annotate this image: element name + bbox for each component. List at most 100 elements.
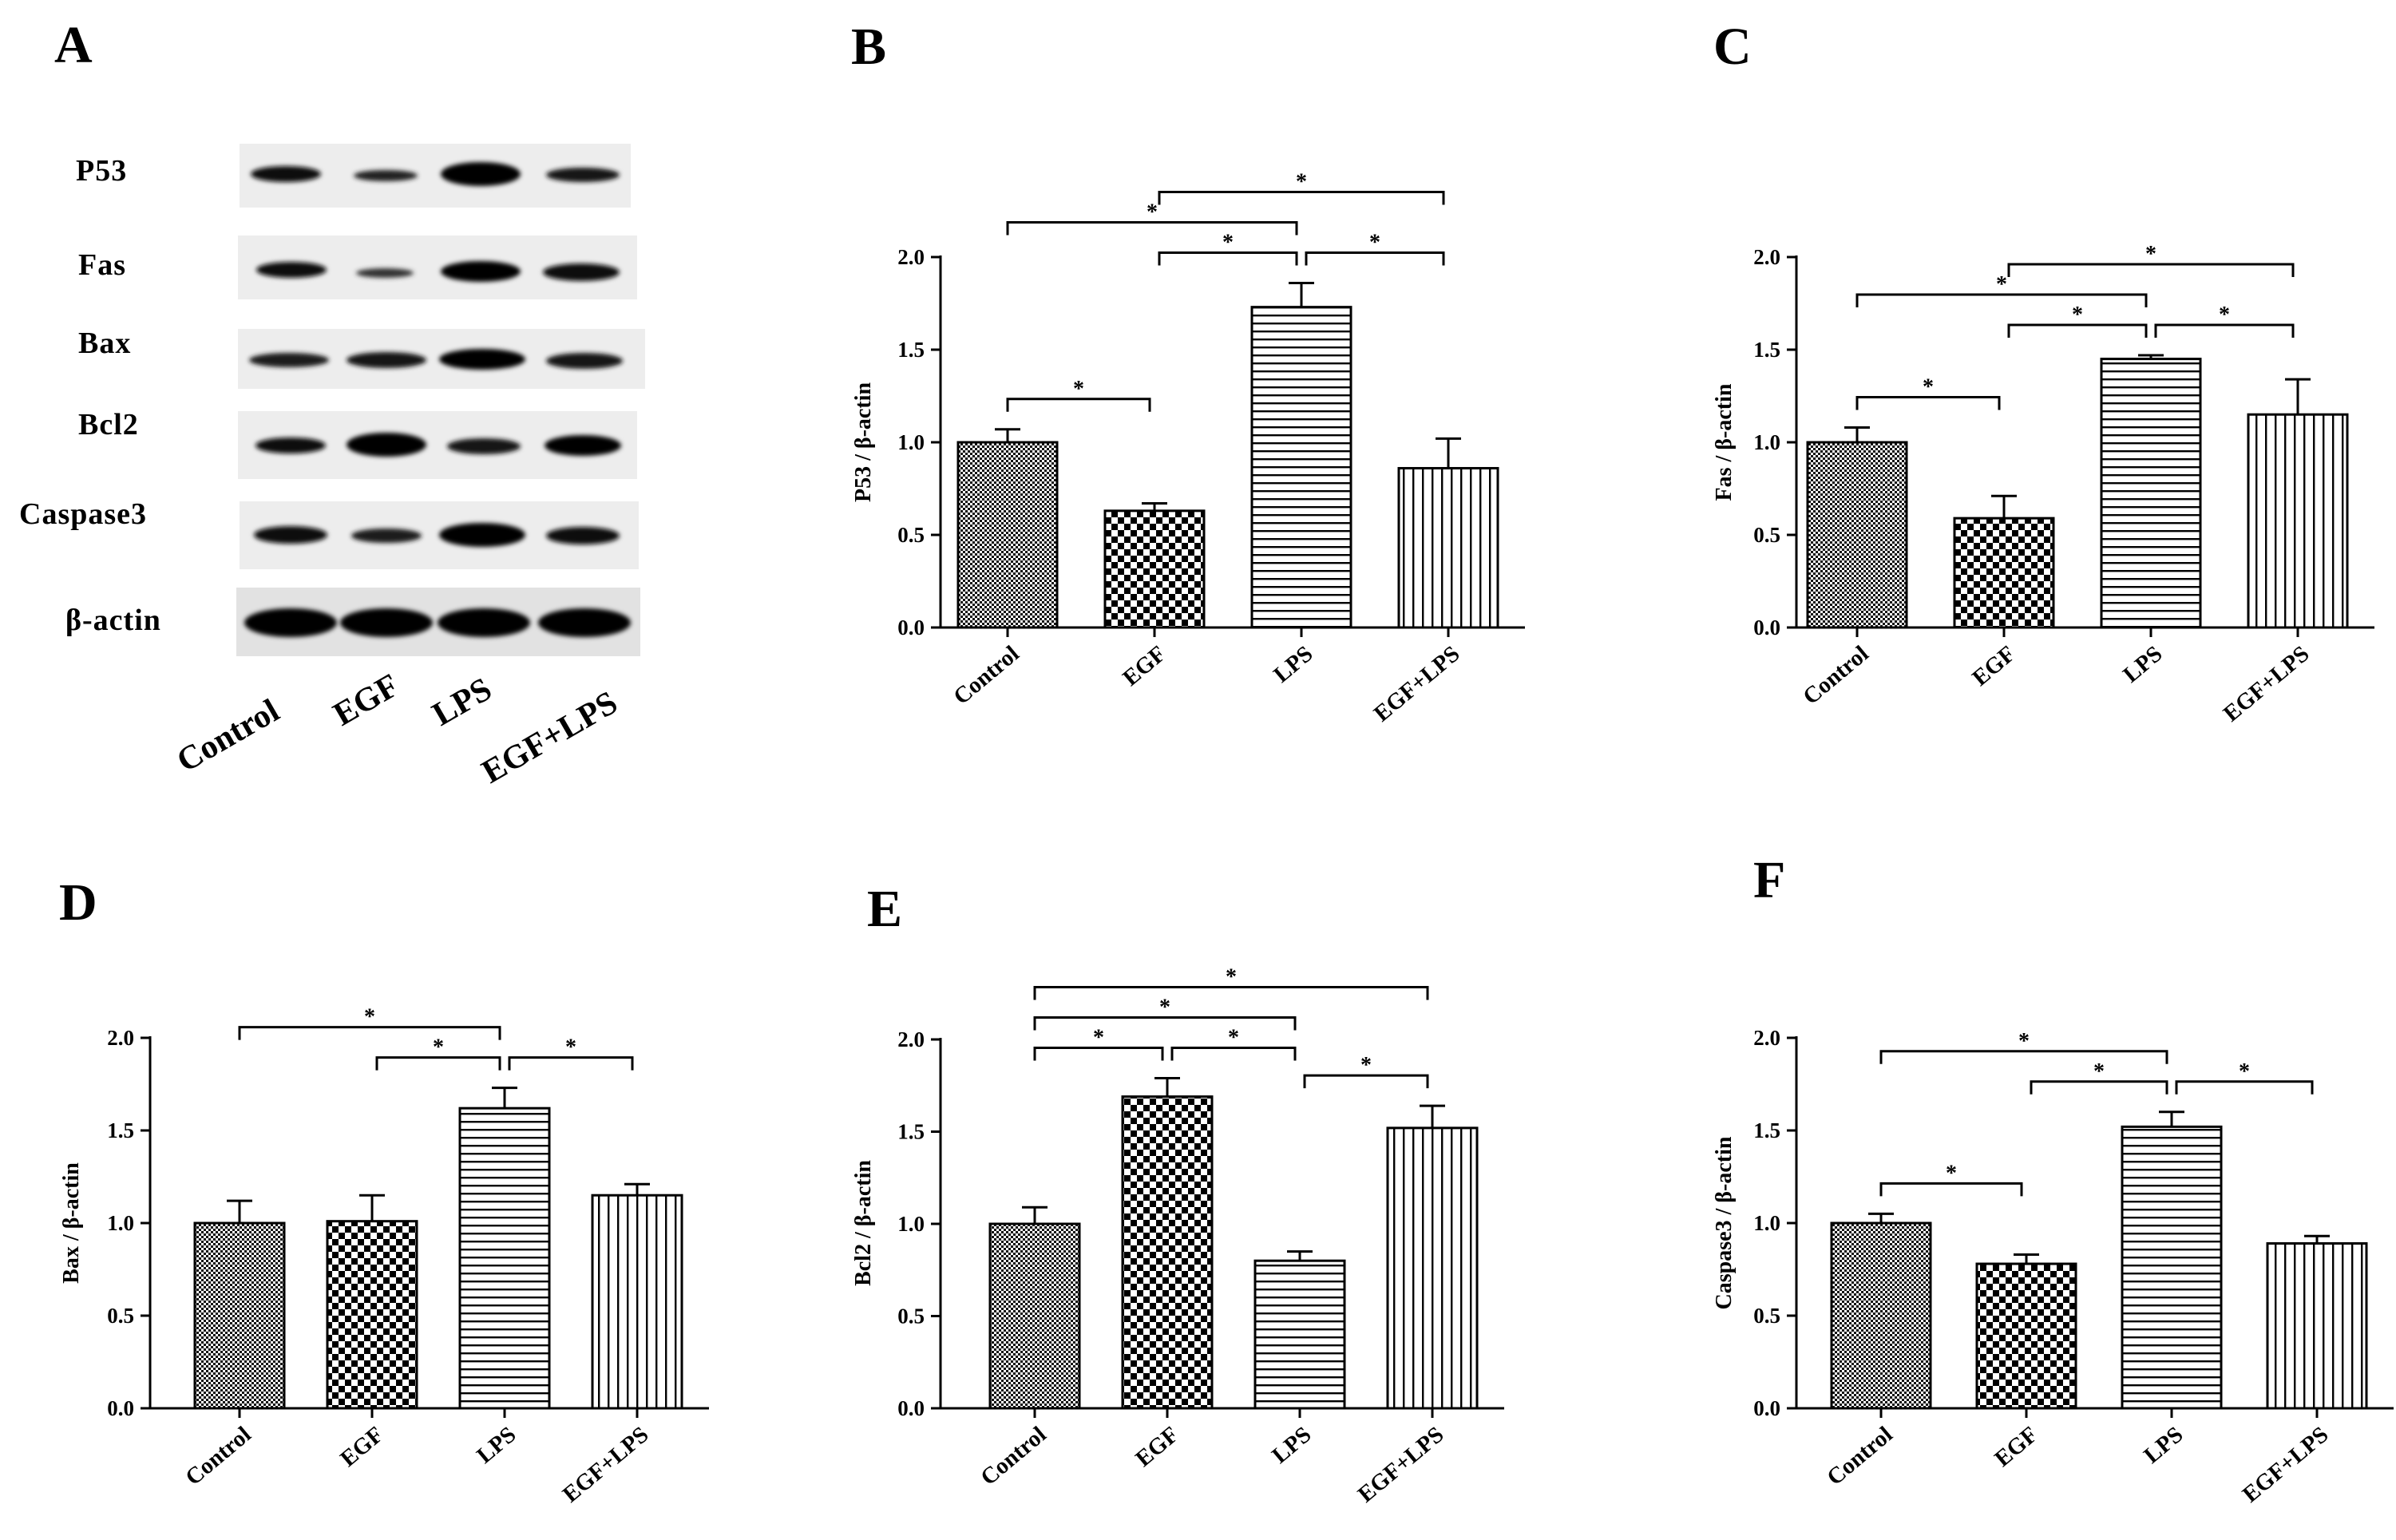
bar (2100, 358, 2202, 629)
significance-bracket (1158, 190, 1445, 205)
y-tick-label: 2.0 (107, 1026, 134, 1050)
x-category-label: EGF+LPS (2219, 641, 2315, 727)
blot-category-label: Control (171, 692, 286, 779)
significance-bracket (2154, 323, 2295, 338)
significance-star: * (2145, 242, 2156, 267)
x-category-label: Control (1798, 641, 1873, 710)
blot-band (354, 170, 418, 181)
y-tick-label: 0.5 (1753, 1304, 1780, 1328)
significance-star: * (2239, 1059, 2250, 1084)
significance-bracket (1305, 251, 1445, 266)
x-category-label: Control (976, 1422, 1051, 1491)
significance-star: * (2093, 1059, 2105, 1084)
significance-star: * (565, 1035, 576, 1060)
significance-star: * (1226, 965, 1237, 990)
significance-bracket (2007, 323, 2148, 338)
bar (1253, 1259, 1346, 1410)
blot-band (546, 168, 620, 182)
bar (193, 1221, 286, 1410)
significance-star: * (1996, 272, 2007, 297)
bar (326, 1220, 418, 1410)
significance-star: * (1073, 377, 1084, 402)
blot-band (356, 268, 414, 278)
blot-band (441, 162, 521, 186)
y-tick-label: 0.0 (1753, 616, 1780, 639)
significance-star: * (1946, 1161, 1957, 1186)
y-tick-label: 0.5 (107, 1304, 134, 1328)
bar (2121, 1125, 2223, 1410)
x-category-label: EGF (1118, 641, 1170, 691)
significance-star: * (1369, 230, 1380, 255)
blot-category-label: EGF (327, 667, 406, 734)
bar (1806, 441, 1908, 629)
blot-band (249, 353, 329, 367)
y-tick-label: 1.0 (897, 1212, 925, 1236)
significance-bracket (1855, 293, 2148, 307)
blot-band (251, 166, 321, 182)
blot-band (347, 433, 426, 457)
bar (458, 1107, 551, 1410)
fas-chart-panel: C Fas / β-actin 0.0 0.5 1.0 1.5 2.0 Control EGF L… (1712, 18, 2374, 726)
significance-bracket (1855, 395, 2001, 410)
x-category-label: LPS (1267, 1422, 1316, 1469)
significance-star: * (2219, 303, 2230, 327)
y-tick-label: 1.0 (1753, 430, 1780, 454)
panel-letter: E (867, 880, 902, 938)
y-axis-label: Fas / β-actin (1712, 383, 1737, 501)
panel-letter-a: A (54, 16, 93, 74)
significance-bracket (1879, 1050, 2168, 1064)
significance-star: * (1222, 230, 1234, 255)
blot-row-label: Fas (78, 248, 126, 282)
y-tick-label: 0.5 (1753, 523, 1780, 547)
blot-category-label: EGF+LPS (476, 684, 624, 790)
bar (988, 1222, 1081, 1410)
significance-star: * (1360, 1053, 1372, 1078)
blot-band (351, 529, 422, 543)
y-axis-label: Bax / β-actin (59, 1162, 84, 1284)
significance-star: * (1228, 1026, 1239, 1051)
significance-bracket (2007, 263, 2295, 277)
significance-bracket (1170, 1047, 1297, 1061)
y-tick-label: 0.0 (1753, 1396, 1780, 1420)
x-category-label: EGF+LPS (1369, 641, 1465, 727)
significance-bracket (1879, 1182, 2023, 1197)
y-tick-label: 2.0 (1753, 245, 1780, 269)
y-tick-label: 0.5 (897, 523, 925, 547)
x-category-label: EGF+LPS (1353, 1422, 1449, 1508)
panel-letter: D (59, 873, 97, 932)
blot-band (439, 349, 525, 370)
blot-band (438, 608, 530, 637)
western-blot-panel: A P53 Fas Bax Bcl2 Caspase3 β-actin (19, 16, 645, 791)
y-tick-label: 1.5 (1753, 338, 1780, 362)
blot-band (441, 261, 521, 282)
significance-star: * (2018, 1029, 2030, 1054)
significance-bracket (1006, 398, 1151, 412)
x-category-label: EGF (335, 1422, 388, 1472)
blot-band (254, 526, 327, 544)
blot-band (255, 437, 326, 453)
y-tick-label: 1.5 (897, 1120, 925, 1144)
y-tick-label: 2.0 (1753, 1026, 1780, 1050)
significance-star: * (1923, 374, 1934, 399)
significance-bracket (1006, 220, 1298, 236)
significance-bracket (1033, 986, 1429, 1000)
blot-band (546, 353, 623, 369)
blot-band (340, 608, 433, 637)
x-category-label: LPS (2139, 1422, 2188, 1469)
y-tick-label: 1.0 (897, 430, 925, 454)
significance-star: * (1093, 1026, 1104, 1051)
blot-category-label: LPS (426, 671, 498, 733)
bar (1121, 1095, 1214, 1410)
blot-row-label: Bax (78, 327, 131, 360)
significance-bracket (238, 1026, 501, 1040)
bar (2247, 413, 2349, 629)
significance-bracket (375, 1056, 501, 1071)
blot-row-label: P53 (76, 154, 127, 188)
x-category-label: EGF+LPS (558, 1422, 654, 1508)
y-tick-label: 0.0 (897, 616, 925, 639)
bcl2-chart-panel: E Bcl2 / β-actin 0.0 0.5 1.0 1.5 2.0 Control EGF… (851, 880, 1504, 1507)
x-category-label: LPS (472, 1422, 521, 1469)
y-tick-label: 0.0 (897, 1396, 925, 1420)
y-tick-label: 1.5 (1753, 1118, 1780, 1142)
